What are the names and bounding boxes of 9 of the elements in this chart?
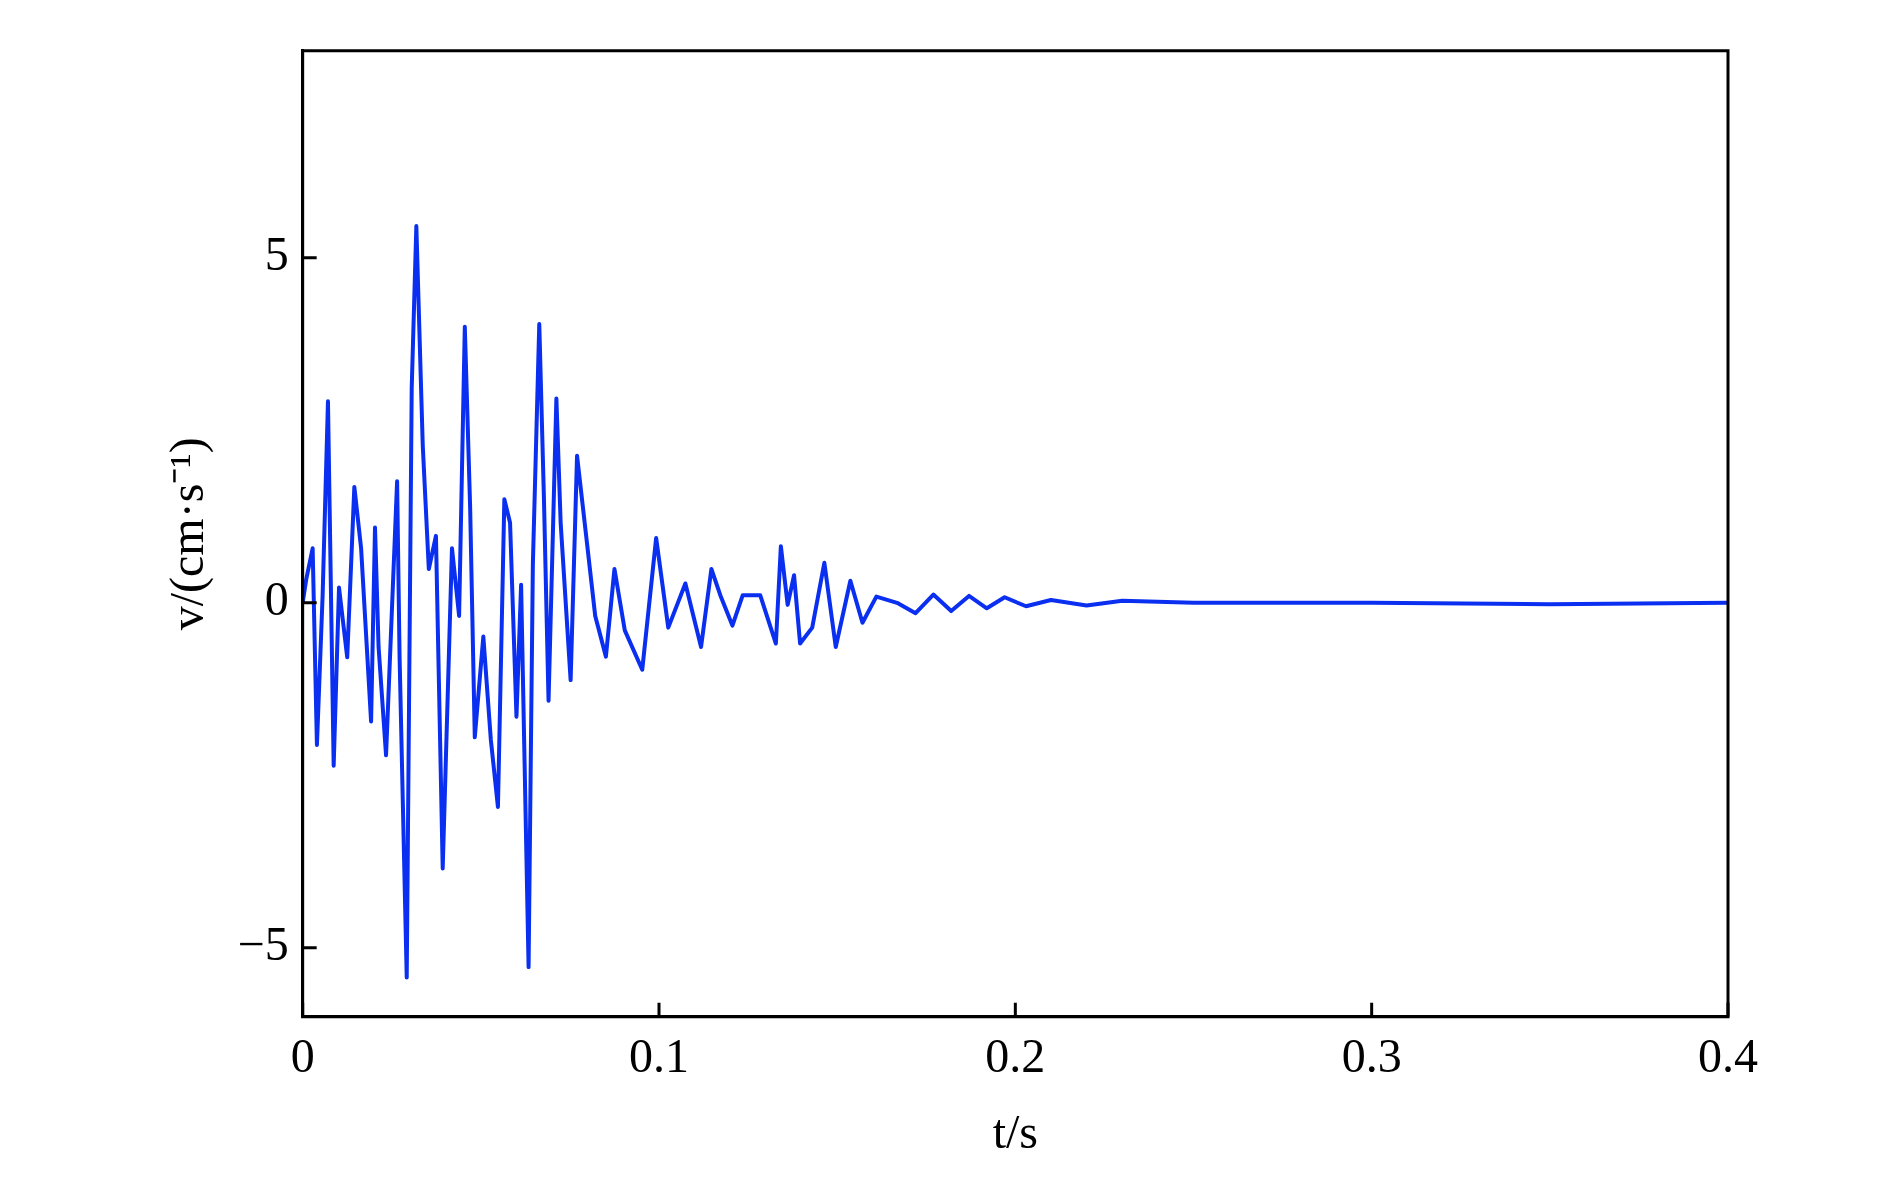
x-tick-label: 0.1	[629, 1029, 689, 1083]
y-axis-title: v/(cm·s⁻¹)	[160, 437, 215, 631]
y-tick-label: −5	[237, 917, 289, 971]
x-tick-label: 0.3	[1341, 1029, 1402, 1083]
x-axis-title: t/s	[992, 1104, 1039, 1158]
y-tick-label: 5	[264, 227, 289, 281]
x-tick-label: 0.2	[985, 1029, 1046, 1083]
y-tick-label: 0	[264, 572, 289, 626]
x-tick-label: 0.4	[1698, 1029, 1758, 1083]
